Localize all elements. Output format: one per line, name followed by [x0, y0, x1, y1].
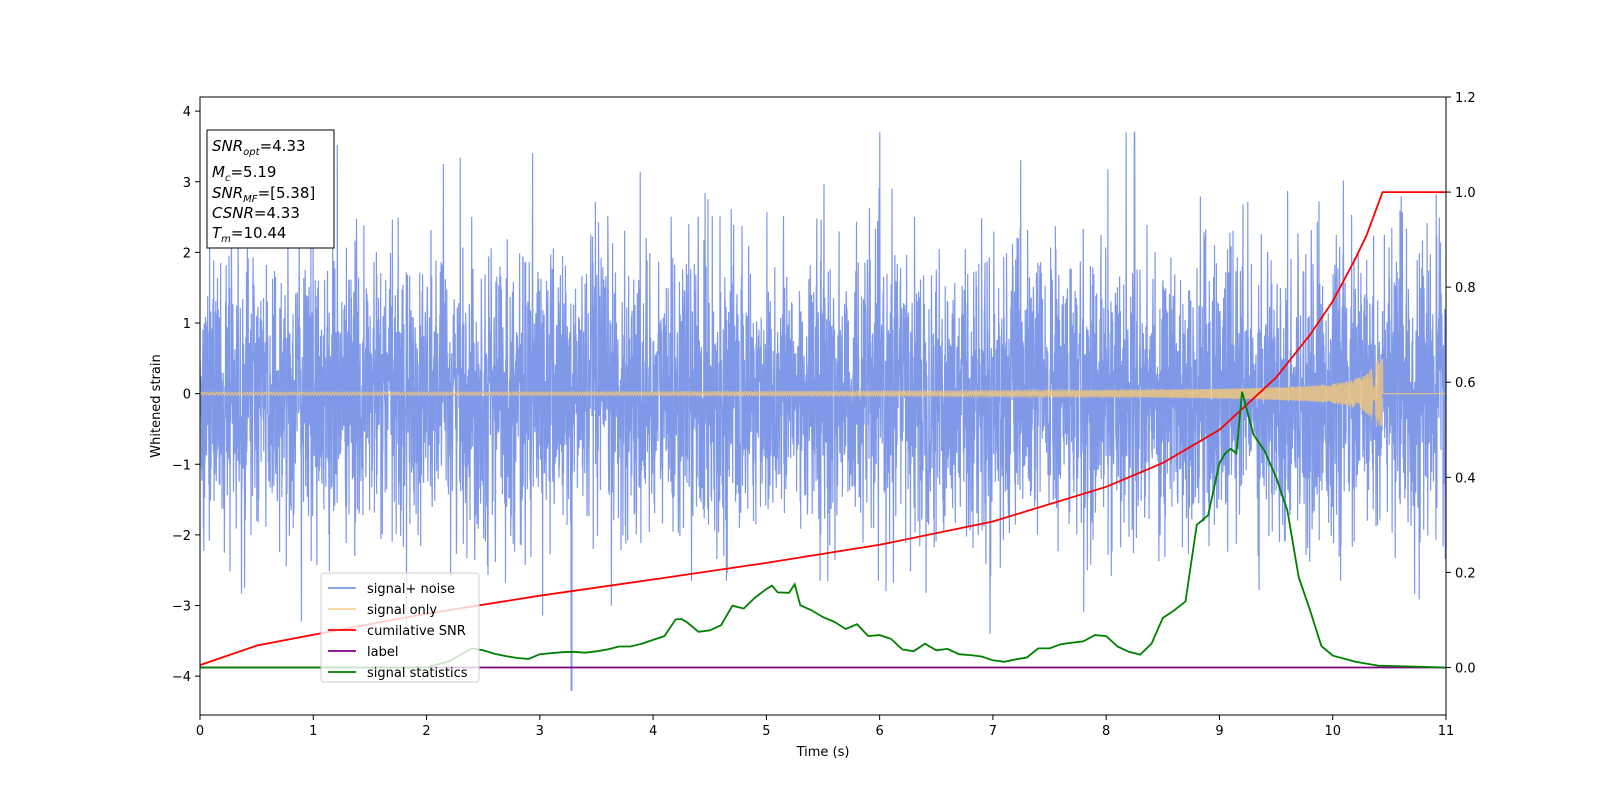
info-csnr: CSNR=4.33: [212, 204, 300, 222]
y-axis-right: 0.0 0.2 0.4 0.6 0.8 1.0 1.2: [1446, 91, 1476, 676]
y-left-tick-label: 1: [183, 317, 191, 332]
info-box: SNRopt=4.33 Mc=5.19 SNRMF=[5.38] CSNR=4.…: [206, 129, 335, 249]
x-tick-label: 11: [1438, 724, 1455, 739]
info-snr-mf: SNRMF=[5.38]: [212, 184, 315, 205]
signal-only-series: [200, 359, 1446, 427]
x-tick-label: 9: [1215, 724, 1223, 739]
signal-statistics-series: [200, 391, 1446, 669]
y-left-tick-label: −2: [172, 529, 191, 544]
y-left-tick-label: −4: [172, 670, 191, 685]
y-right-tick-label: 1.0: [1455, 186, 1476, 201]
y-axis-label: Whitened strain: [149, 354, 164, 457]
legend: signal+ noise signal only cumilative SNR la…: [320, 572, 480, 683]
legend-label: label: [367, 645, 398, 660]
legend-label: signal only: [367, 603, 437, 618]
y-left-tick-label: 4: [183, 105, 191, 120]
plot-frame: [199, 96, 1447, 716]
x-axis-label: Time (s): [796, 745, 850, 760]
x-tick-label: 5: [762, 724, 770, 739]
x-tick-label: 10: [1324, 724, 1341, 739]
y-left-tick-label: −3: [172, 600, 191, 615]
legend-label: signal statistics: [367, 666, 468, 681]
info-snr-opt: SNRopt=4.33: [212, 137, 306, 158]
info-mc: Mc=5.19: [212, 163, 276, 184]
y-left-tick-label: 0: [183, 388, 191, 403]
y-axis-left: −4 −3 −2 −1 0 1 2 3 4: [172, 105, 200, 685]
y-right-tick-label: 0.0: [1455, 661, 1476, 676]
x-tick-label: 0: [196, 724, 204, 739]
signal-plus-noise-series: [200, 131, 1446, 691]
legend-label: signal+ noise: [367, 582, 455, 597]
x-tick-label: 1: [309, 724, 317, 739]
x-tick-label: 4: [649, 724, 657, 739]
x-tick-label: 2: [422, 724, 430, 739]
x-tick-label: 7: [989, 724, 997, 739]
y-left-tick-label: 3: [183, 176, 191, 191]
y-right-tick-label: 1.2: [1455, 91, 1476, 106]
x-axis: 0 1 2 3 4 5 6 7 8 9 10 11: [196, 715, 1454, 739]
y-right-tick-label: 0.8: [1455, 281, 1476, 296]
y-right-tick-label: 0.6: [1455, 376, 1476, 391]
info-tm: Tm=10.44: [212, 224, 286, 245]
x-tick-label: 6: [875, 724, 883, 739]
y-right-tick-label: 0.4: [1455, 471, 1476, 486]
y-left-tick-label: −1: [172, 458, 191, 473]
x-tick-label: 8: [1102, 724, 1110, 739]
y-right-tick-label: 0.2: [1455, 566, 1476, 581]
x-tick-label: 3: [536, 724, 544, 739]
y-left-tick-label: 2: [183, 246, 191, 261]
legend-label: cumilative SNR: [367, 624, 466, 639]
